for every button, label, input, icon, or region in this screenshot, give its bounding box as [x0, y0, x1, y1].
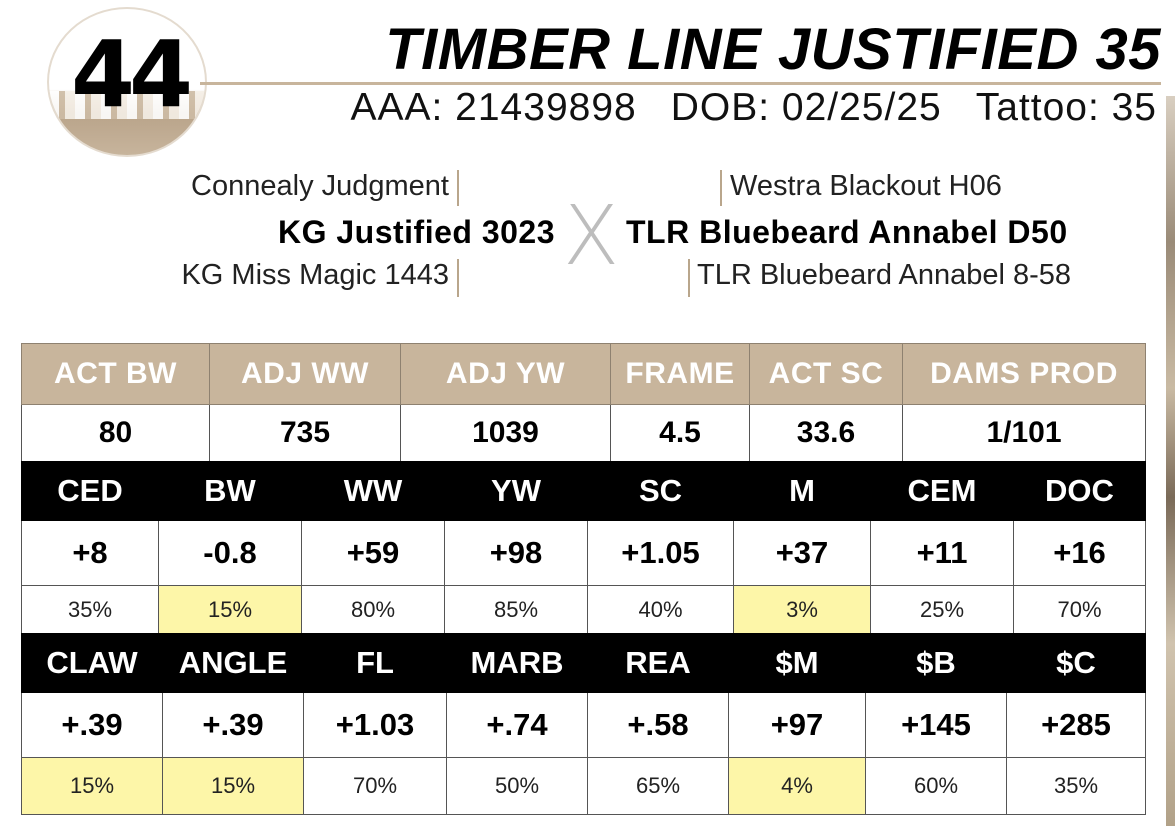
epd-table-2: CLAW ANGLE FL MARB REA $M $B $C +.39 +.3… — [21, 633, 1146, 815]
performance-value: 33.6 — [749, 404, 903, 462]
edge-photo-strip — [1166, 96, 1175, 826]
epd-value: +.39 — [162, 692, 304, 758]
epd-header: REA — [587, 633, 729, 693]
cross-symbol: X — [563, 189, 620, 284]
performance-value: 1039 — [400, 404, 611, 462]
percentile-value: 25% — [870, 585, 1014, 635]
percentile-value: 70% — [303, 757, 447, 815]
epd-value-row: +.39 +.39 +1.03 +.74 +.58 +97 +145 +285 — [21, 692, 1146, 758]
epd-value: +.74 — [446, 692, 588, 758]
percentile-value: 40% — [587, 585, 734, 635]
epd-header: FL — [303, 633, 447, 693]
lot-number: 44 — [70, 21, 193, 128]
performance-value: 735 — [209, 404, 401, 462]
epd-value: +8 — [21, 520, 159, 586]
percentile-value: 85% — [444, 585, 588, 635]
pedigree-dam-dam: TLR Bluebeard Annabel 8-58 — [697, 259, 1072, 291]
lot-badge: 44 — [47, 7, 207, 157]
epd-value: +1.03 — [303, 692, 447, 758]
pedigree-divider — [688, 259, 690, 297]
performance-header: FRAME — [610, 343, 750, 405]
pedigree-divider — [457, 259, 459, 297]
performance-value: 4.5 — [610, 404, 750, 462]
performance-value-row: 80 735 1039 4.5 33.6 1/101 — [21, 404, 1146, 462]
percentile-value: 15% — [158, 585, 302, 635]
epd-table-1: CED BW WW YW SC M CEM DOC +8 -0.8 +59 +9… — [21, 461, 1146, 635]
animal-name: TIMBER LINE JUSTIFIED 35 — [385, 17, 1161, 82]
aaa-number: AAA: 21439898 — [350, 86, 637, 129]
performance-header: ADJ WW — [209, 343, 401, 405]
epd-value: +37 — [733, 520, 871, 586]
pedigree-divider — [720, 170, 722, 206]
epd-header-row: CED BW WW YW SC M CEM DOC — [21, 461, 1146, 521]
epd-value: +59 — [301, 520, 445, 586]
pedigree-sire: KG Justified 3023 — [277, 214, 555, 250]
pedigree-dam: TLR Bluebeard Annabel D50 — [626, 214, 1068, 250]
title-divider — [200, 82, 1161, 85]
epd-header: ANGLE — [162, 633, 304, 693]
performance-value: 1/101 — [902, 404, 1146, 462]
epd-header: $M — [728, 633, 866, 693]
percentile-value: 15% — [162, 757, 304, 815]
epd-value: +.58 — [587, 692, 729, 758]
epd-value: +285 — [1006, 692, 1146, 758]
tattoo: Tattoo: 35 — [975, 86, 1157, 129]
epd-value: +16 — [1013, 520, 1146, 586]
epd-header-row: CLAW ANGLE FL MARB REA $M $B $C — [21, 633, 1146, 693]
performance-table: ACT BW ADJ WW ADJ YW FRAME ACT SC DAMS P… — [21, 343, 1146, 462]
epd-value: -0.8 — [158, 520, 302, 586]
epd-header: $B — [865, 633, 1007, 693]
registration-line: AAA: 21439898 DOB: 02/25/25 Tattoo: 35 — [350, 86, 1157, 130]
performance-header: ADJ YW — [400, 343, 611, 405]
epd-header: CLAW — [21, 633, 163, 693]
epd-header: YW — [444, 461, 588, 521]
epd-header: CEM — [870, 461, 1014, 521]
pedigree-sire-sire: Connealy Judgment — [191, 170, 449, 202]
epd-header: MARB — [446, 633, 588, 693]
percentile-row: 35% 15% 80% 85% 40% 3% 25% 70% — [21, 585, 1146, 635]
performance-value: 80 — [21, 404, 210, 462]
percentile-value: 80% — [301, 585, 445, 635]
epd-header: CED — [21, 461, 159, 521]
pedigree-divider — [457, 170, 459, 206]
epd-header: WW — [301, 461, 445, 521]
epd-value: +1.05 — [587, 520, 734, 586]
performance-header: ACT BW — [21, 343, 210, 405]
epd-value: +98 — [444, 520, 588, 586]
performance-header-row: ACT BW ADJ WW ADJ YW FRAME ACT SC DAMS P… — [21, 343, 1146, 405]
percentile-value: 15% — [21, 757, 163, 815]
percentile-value: 35% — [21, 585, 159, 635]
percentile-value: 4% — [728, 757, 866, 815]
percentile-value: 65% — [587, 757, 729, 815]
percentile-value: 35% — [1006, 757, 1146, 815]
epd-header: M — [733, 461, 871, 521]
performance-header: DAMS PROD — [902, 343, 1146, 405]
epd-header: SC — [587, 461, 734, 521]
percentile-value: 60% — [865, 757, 1007, 815]
percentile-value: 50% — [446, 757, 588, 815]
performance-header: ACT SC — [749, 343, 903, 405]
badge-photo-texture — [49, 91, 205, 119]
epd-header: $C — [1006, 633, 1146, 693]
epd-value: +145 — [865, 692, 1007, 758]
percentile-value: 3% — [733, 585, 871, 635]
pedigree-sire-dam: KG Miss Magic 1443 — [181, 259, 449, 291]
epd-value: +.39 — [21, 692, 163, 758]
epd-header: DOC — [1013, 461, 1146, 521]
date-of-birth: DOB: 02/25/25 — [670, 86, 942, 129]
epd-value-row: +8 -0.8 +59 +98 +1.05 +37 +11 +16 — [21, 520, 1146, 586]
percentile-value: 70% — [1013, 585, 1146, 635]
pedigree-dam-sire: Westra Blackout H06 — [730, 170, 1002, 202]
epd-value: +11 — [870, 520, 1014, 586]
percentile-row: 15% 15% 70% 50% 65% 4% 60% 35% — [21, 757, 1146, 815]
epd-header: BW — [158, 461, 302, 521]
epd-value: +97 — [728, 692, 866, 758]
